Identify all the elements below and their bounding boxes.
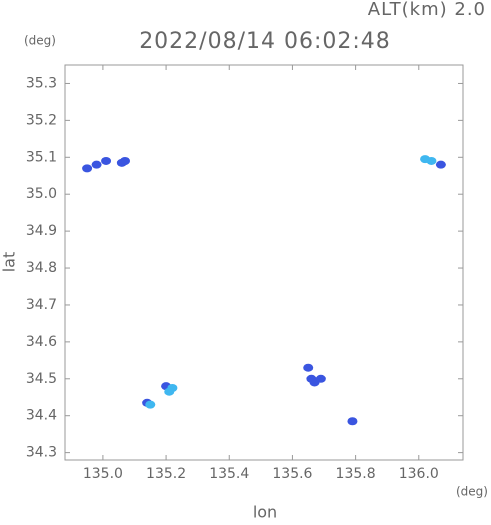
y-tick-label: 34.8 bbox=[26, 260, 57, 276]
plot-frame bbox=[64, 64, 464, 461]
echo-point bbox=[347, 417, 358, 426]
y-axis-label: lat bbox=[0, 252, 19, 273]
echo-point bbox=[164, 387, 175, 396]
x-tick-label: 135.4 bbox=[209, 466, 249, 482]
chart-title: 2022/08/14 06:02:48 bbox=[139, 29, 391, 54]
y-tick-label: 34.6 bbox=[26, 334, 57, 350]
y-tick-label: 34.3 bbox=[26, 445, 57, 461]
y-unit: (deg) bbox=[24, 34, 56, 48]
echo-point bbox=[116, 158, 127, 167]
y-tick-label: 35.0 bbox=[26, 186, 57, 202]
echo-point bbox=[303, 363, 314, 372]
echo-point bbox=[435, 160, 446, 169]
echo-point bbox=[91, 160, 102, 169]
y-tick-label: 34.7 bbox=[26, 297, 57, 313]
x-unit: (deg) bbox=[456, 485, 488, 499]
x-axis-label: lon bbox=[253, 503, 277, 522]
echo-point bbox=[145, 400, 156, 409]
echo-point bbox=[420, 155, 431, 164]
x-tick-label: 135.2 bbox=[146, 466, 186, 482]
y-tick-label: 34.5 bbox=[26, 371, 57, 387]
altitude-label: ALT(km) 2.0 bbox=[368, 0, 486, 20]
y-tick-label: 35.2 bbox=[26, 112, 57, 128]
x-tick-label: 135.8 bbox=[336, 466, 376, 482]
echo-point bbox=[315, 374, 326, 383]
y-tick-label: 35.3 bbox=[26, 75, 57, 91]
y-tick-label: 35.1 bbox=[26, 149, 57, 165]
x-tick-label: 136.0 bbox=[399, 466, 439, 482]
echo-point bbox=[82, 164, 93, 173]
y-tick-label: 34.9 bbox=[26, 223, 57, 239]
x-tick-label: 135.0 bbox=[83, 466, 123, 482]
x-tick-label: 135.6 bbox=[272, 466, 312, 482]
echo-point bbox=[101, 156, 112, 165]
y-tick-label: 34.4 bbox=[26, 408, 57, 424]
